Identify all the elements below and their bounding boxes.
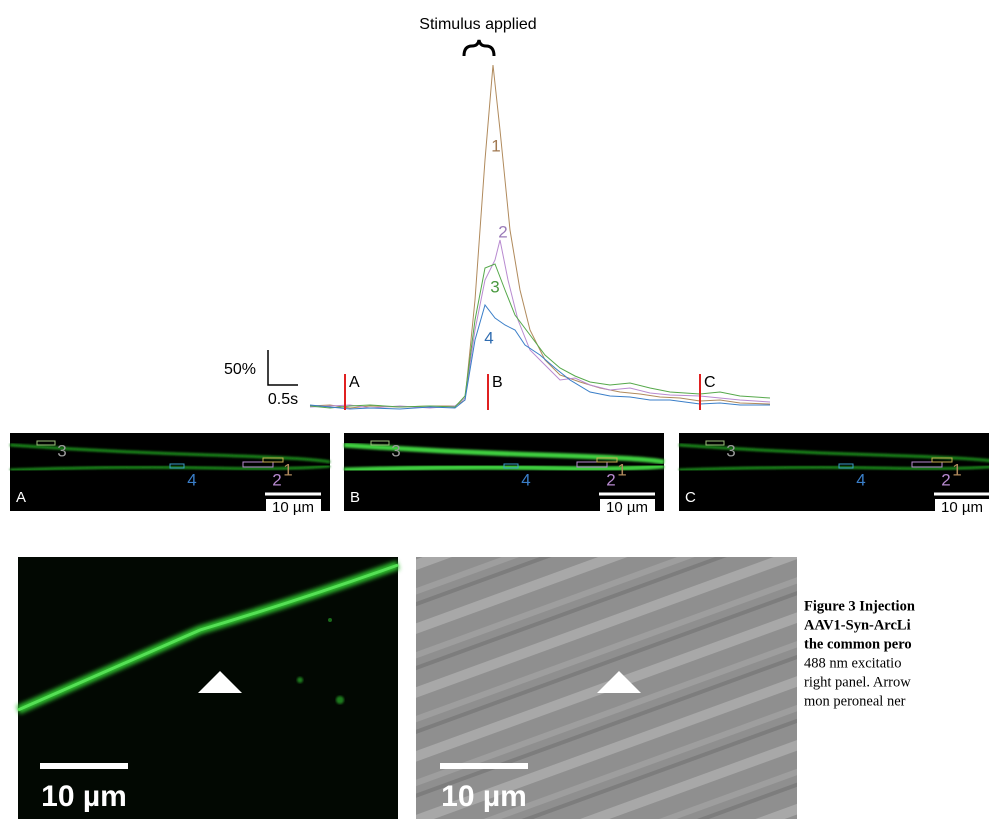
caption-line: mon peroneal ner [804, 693, 906, 709]
marker-label: B [492, 374, 503, 391]
roi-label: 1 [952, 460, 961, 479]
roi-label: 4 [856, 470, 865, 489]
roi-label: 2 [272, 470, 281, 489]
roi-label: 2 [606, 470, 615, 489]
roi-label: 4 [521, 470, 530, 489]
roi-label: 4 [187, 470, 196, 489]
scale-label: 10 µm [606, 499, 648, 516]
trace-1 [310, 65, 770, 408]
caption-line: 488 nm excitatio [804, 655, 901, 671]
time-scale: 0.5s [268, 391, 298, 408]
caption-line: AAV1-Syn-ArcLi [804, 617, 911, 633]
image-panel: 3 4 21 C 10 µm [679, 433, 989, 516]
figure: Stimulus applied 1 2 3 4 50% 0.5s A B C … [0, 0, 989, 819]
stimulus-brace [464, 40, 494, 56]
marker-label: A [349, 374, 360, 391]
scale-label: 10 µm [272, 499, 314, 516]
roi-label: 3 [391, 441, 400, 460]
scale-label: 10 µm [941, 499, 983, 516]
trace-label: 3 [490, 277, 499, 296]
roi-label: 3 [726, 441, 735, 460]
image-panel: 3 4 21 A 10 µm [10, 433, 330, 516]
roi-label: 1 [283, 460, 292, 479]
fluorescence-image: 10 µm [18, 557, 398, 819]
roi-label: 3 [57, 441, 66, 460]
caption: Figure 3 Injection AAV1-Syn-ArcLi the co… [804, 598, 915, 709]
scale-label: 10 µm [41, 780, 127, 813]
transmitted-image: 10 µm [416, 557, 797, 819]
marker-label: C [704, 374, 716, 391]
roi-label: 1 [617, 460, 626, 479]
caption-line: the common pero [804, 636, 912, 652]
panel-label: A [16, 489, 26, 506]
trace-label: 4 [484, 328, 493, 347]
scale-label: 10 µm [441, 780, 527, 813]
trace-label: 2 [498, 222, 507, 241]
stimulus-label: Stimulus applied [419, 16, 536, 33]
scale-bar [268, 350, 298, 385]
roi-label: 2 [941, 470, 950, 489]
traces [310, 65, 770, 409]
image-panel: 3 4 21 B 10 µm [344, 433, 664, 516]
panel-label: B [350, 489, 360, 506]
panel-label: C [685, 489, 696, 506]
caption-line: right panel. Arrow [804, 674, 911, 690]
trace-label: 1 [491, 136, 500, 155]
caption-line: Figure 3 Injection [804, 598, 915, 614]
amplitude-scale: 50% [224, 361, 256, 378]
